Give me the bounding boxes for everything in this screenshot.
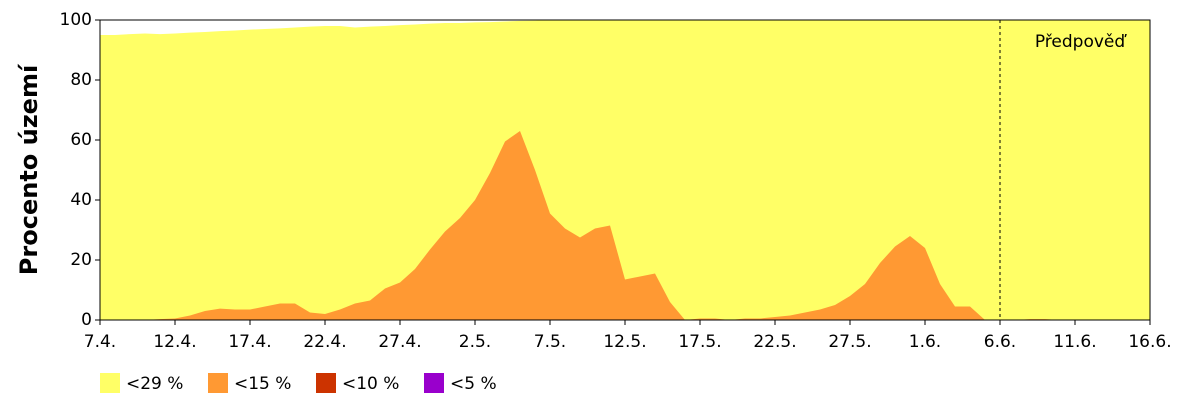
x-tick-label: 22.4.	[303, 332, 346, 352]
x-tick-label: 2.5.	[459, 332, 491, 352]
y-tick-label: 20	[70, 250, 92, 270]
area	[100, 20, 1150, 320]
legend-swatch	[208, 373, 228, 393]
legend-swatch	[100, 373, 120, 393]
x-tick-label: 11.6.	[1053, 332, 1096, 352]
x-tick-label: 12.5.	[603, 332, 646, 352]
y-tick-label: 40	[70, 190, 92, 210]
x-tick-label: 7.5.	[534, 332, 566, 352]
x-tick-label: 12.4.	[153, 332, 196, 352]
x-tick-label: 17.4.	[228, 332, 271, 352]
x-tick-label: 6.6.	[984, 332, 1016, 352]
y-tick-label: 100	[60, 10, 92, 30]
y-tick-label: 0	[81, 310, 92, 330]
x-tick-label: 27.4.	[378, 332, 421, 352]
x-tick-label: 27.5.	[828, 332, 871, 352]
area	[100, 131, 1150, 320]
x-tick-label: 7.4.	[84, 332, 116, 352]
y-axis-label: Procento území	[15, 63, 43, 275]
legend-swatch	[424, 373, 444, 393]
x-tick-label: 16.6.	[1128, 332, 1171, 352]
y-tick-label: 80	[70, 70, 92, 90]
x-tick-label: 22.5.	[753, 332, 796, 352]
x-tick-label: 17.5.	[678, 332, 721, 352]
legend-swatch	[316, 373, 336, 393]
legend-label: <10 %	[342, 374, 399, 394]
x-tick-label: 1.6.	[909, 332, 941, 352]
annotation: Předpověď	[1035, 32, 1128, 52]
legend-label: <15 %	[234, 374, 291, 394]
legend-label: <29 %	[126, 374, 183, 394]
legend-label: <5 %	[450, 374, 497, 394]
y-tick-label: 60	[70, 130, 92, 150]
